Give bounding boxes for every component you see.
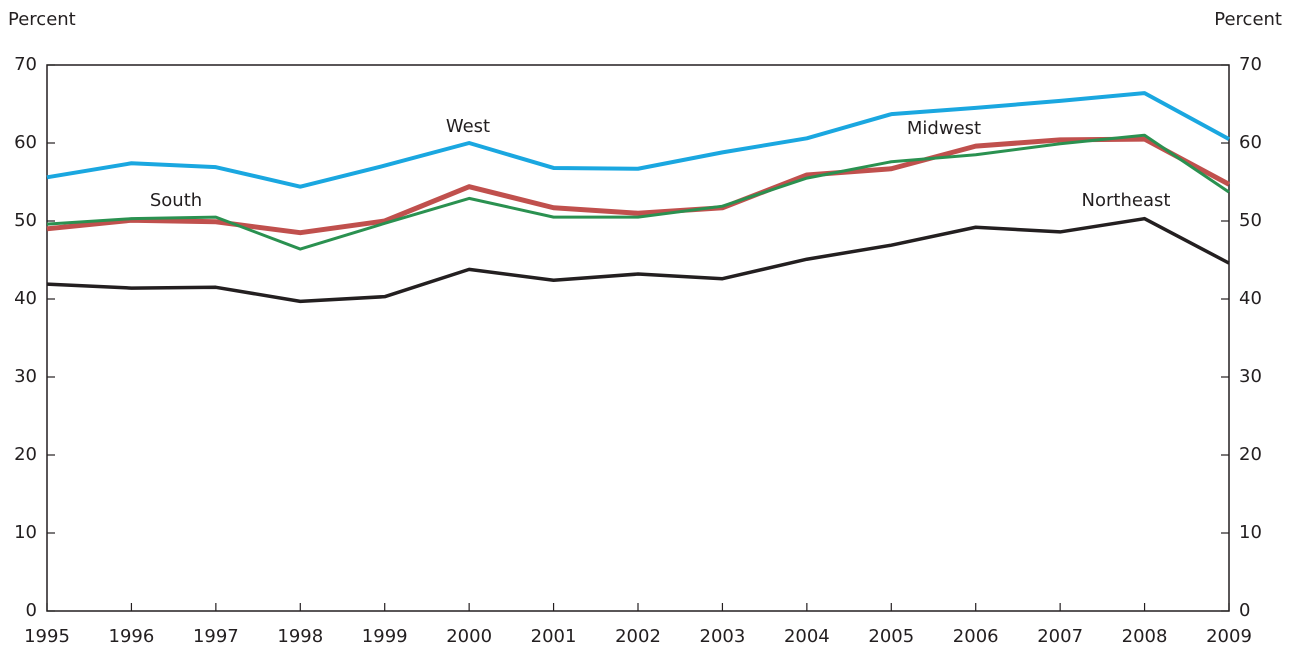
x-tick-label: 2000 — [446, 626, 492, 647]
y2-tick-label: 60 — [1239, 132, 1262, 153]
y-tick-label: 60 — [14, 132, 37, 153]
series-line — [46, 91, 1230, 189]
y-tick-label: 40 — [14, 288, 37, 309]
y-tick-label: 0 — [26, 600, 37, 621]
y2-tick-label: 50 — [1239, 210, 1262, 231]
x-tick-label: 2006 — [953, 626, 999, 647]
y2-axis-label: Percent — [1214, 9, 1282, 30]
series-label: West — [446, 116, 490, 137]
series-line — [46, 136, 1231, 236]
x-tick-label: 2002 — [615, 626, 661, 647]
y-axis-label: Percent — [8, 9, 76, 30]
x-tick-label: 2005 — [868, 626, 914, 647]
series-line — [46, 133, 1230, 251]
x-tick-label: 2001 — [531, 626, 577, 647]
series-label: South — [150, 190, 202, 211]
x-tick-label: 2003 — [700, 626, 746, 647]
y2-tick-label: 40 — [1239, 288, 1262, 309]
y2-tick-label: 30 — [1239, 366, 1262, 387]
y2-tick-label: 10 — [1239, 522, 1262, 543]
x-tick-label: 1998 — [277, 626, 323, 647]
series-line — [46, 216, 1230, 304]
y-tick-label: 70 — [14, 54, 37, 75]
y-tick-label: 50 — [14, 210, 37, 231]
x-tick-label: 1995 — [24, 626, 70, 647]
series-label: Northeast — [1082, 190, 1171, 211]
y2-tick-label: 20 — [1239, 444, 1262, 465]
x-tick-label: 1997 — [193, 626, 239, 647]
y-tick-label: 10 — [14, 522, 37, 543]
x-tick-label: 2009 — [1206, 626, 1252, 647]
x-tick-label: 1996 — [109, 626, 155, 647]
y-tick-label: 20 — [14, 444, 37, 465]
plot-frame — [46, 64, 1230, 612]
x-tick-label: 1999 — [362, 626, 408, 647]
x-tick-label: 2008 — [1122, 626, 1168, 647]
y2-tick-label: 0 — [1239, 600, 1250, 621]
x-tick-label: 2007 — [1037, 626, 1083, 647]
y-tick-label: 30 — [14, 366, 37, 387]
x-tick-label: 2004 — [784, 626, 830, 647]
y2-tick-label: 70 — [1239, 54, 1262, 75]
series-label: Midwest — [907, 118, 981, 139]
